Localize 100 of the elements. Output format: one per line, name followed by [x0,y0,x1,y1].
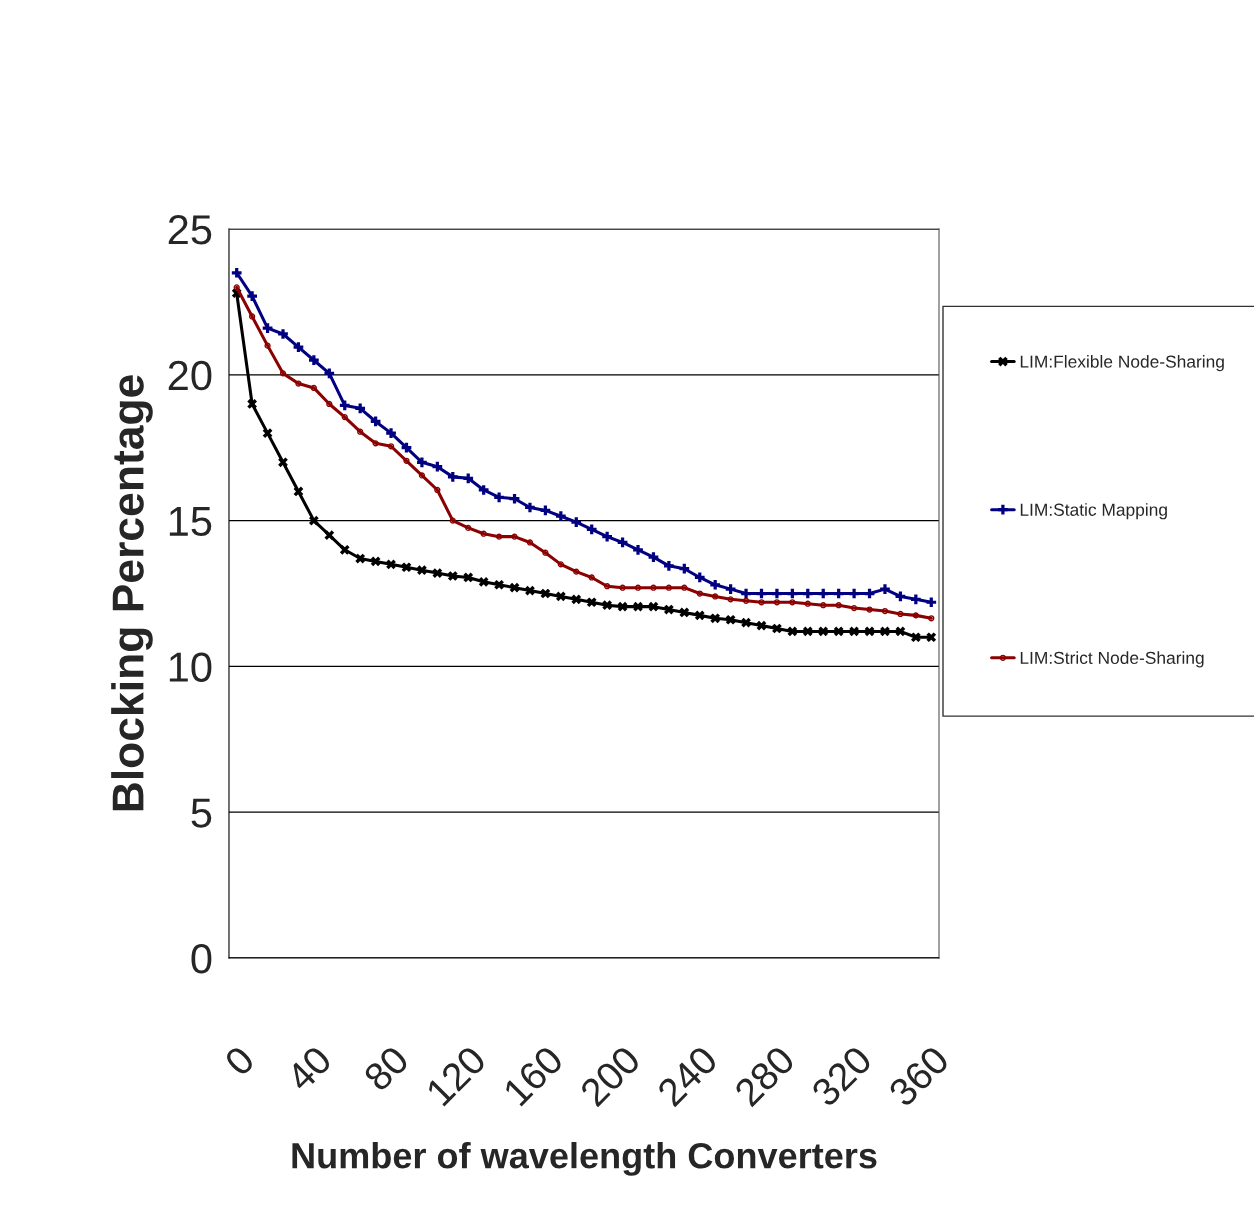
point [309,355,319,366]
point [895,626,906,637]
point [339,544,350,555]
point [434,486,441,494]
point [694,572,705,583]
point [833,626,844,637]
y-tick-label: 20 [168,360,212,391]
point [866,606,873,613]
point [650,584,657,591]
point [617,601,628,612]
point [741,617,751,628]
point [588,574,595,581]
point [849,588,859,599]
x-tick-label: 360 [887,1044,951,1108]
point [418,472,426,479]
point [370,556,381,567]
legend-label: LIM:Strict Node-Sharing [1020,651,1204,668]
point [310,384,317,392]
y-tick-label: 5 [191,798,212,828]
point [787,626,798,637]
point [555,591,566,602]
x-tick-label: 160 [502,1044,565,1107]
point [279,370,287,377]
point [773,599,781,606]
point [864,626,875,637]
point [604,583,611,590]
y-tick-label: 0 [191,944,212,974]
point [634,584,642,591]
point [278,457,288,468]
point [756,620,767,631]
point [494,492,504,503]
point [573,568,580,575]
point [712,593,719,600]
point [341,413,348,421]
point [681,584,688,591]
point [633,601,643,612]
point [802,626,813,637]
point [509,582,520,593]
point [586,524,597,535]
point [802,588,813,599]
point [262,323,273,334]
point [478,576,489,587]
x-tick-label: 200 [578,1044,642,1108]
x-tick-label: 0 [223,1044,256,1078]
point [820,602,827,609]
x-tick-label: 80 [362,1044,411,1093]
y-tick-label: 25 [168,215,212,245]
point [742,597,750,604]
point [833,588,844,599]
point [710,613,721,624]
point [910,632,921,643]
point [818,626,829,637]
point [465,524,472,532]
point [741,588,751,599]
point [665,584,673,591]
point [910,594,921,605]
point [401,442,412,453]
point [912,612,919,619]
point [926,632,937,643]
point [293,486,304,497]
point [326,400,333,408]
point [447,571,458,581]
point [850,604,858,612]
point [525,585,535,596]
point [449,517,456,524]
legend-label: LIM:Flexible Node-Sharing [1020,355,1224,372]
point [880,584,890,594]
point [664,604,674,615]
point [231,267,242,278]
point [264,342,271,349]
point [526,539,534,546]
point [432,461,443,472]
point [619,584,626,591]
y-tick-label: 15 [169,507,212,537]
point [679,563,690,574]
point [725,584,736,594]
point [262,428,273,438]
point [403,457,410,464]
point [324,368,335,379]
x-tick-label: 240 [655,1044,719,1108]
point [679,607,690,618]
point [555,511,566,522]
point [602,531,612,542]
point [417,565,427,576]
point [233,284,240,291]
point [758,599,765,606]
point [372,440,379,447]
point [295,380,302,387]
point [247,399,257,409]
point [772,588,782,599]
point [278,329,288,339]
point [725,614,736,625]
point [511,533,518,540]
point [355,553,366,564]
point [710,579,721,590]
point [293,342,304,352]
x-tick-label: 320 [810,1044,874,1108]
point [478,485,489,495]
point [928,615,935,622]
point [509,493,520,504]
